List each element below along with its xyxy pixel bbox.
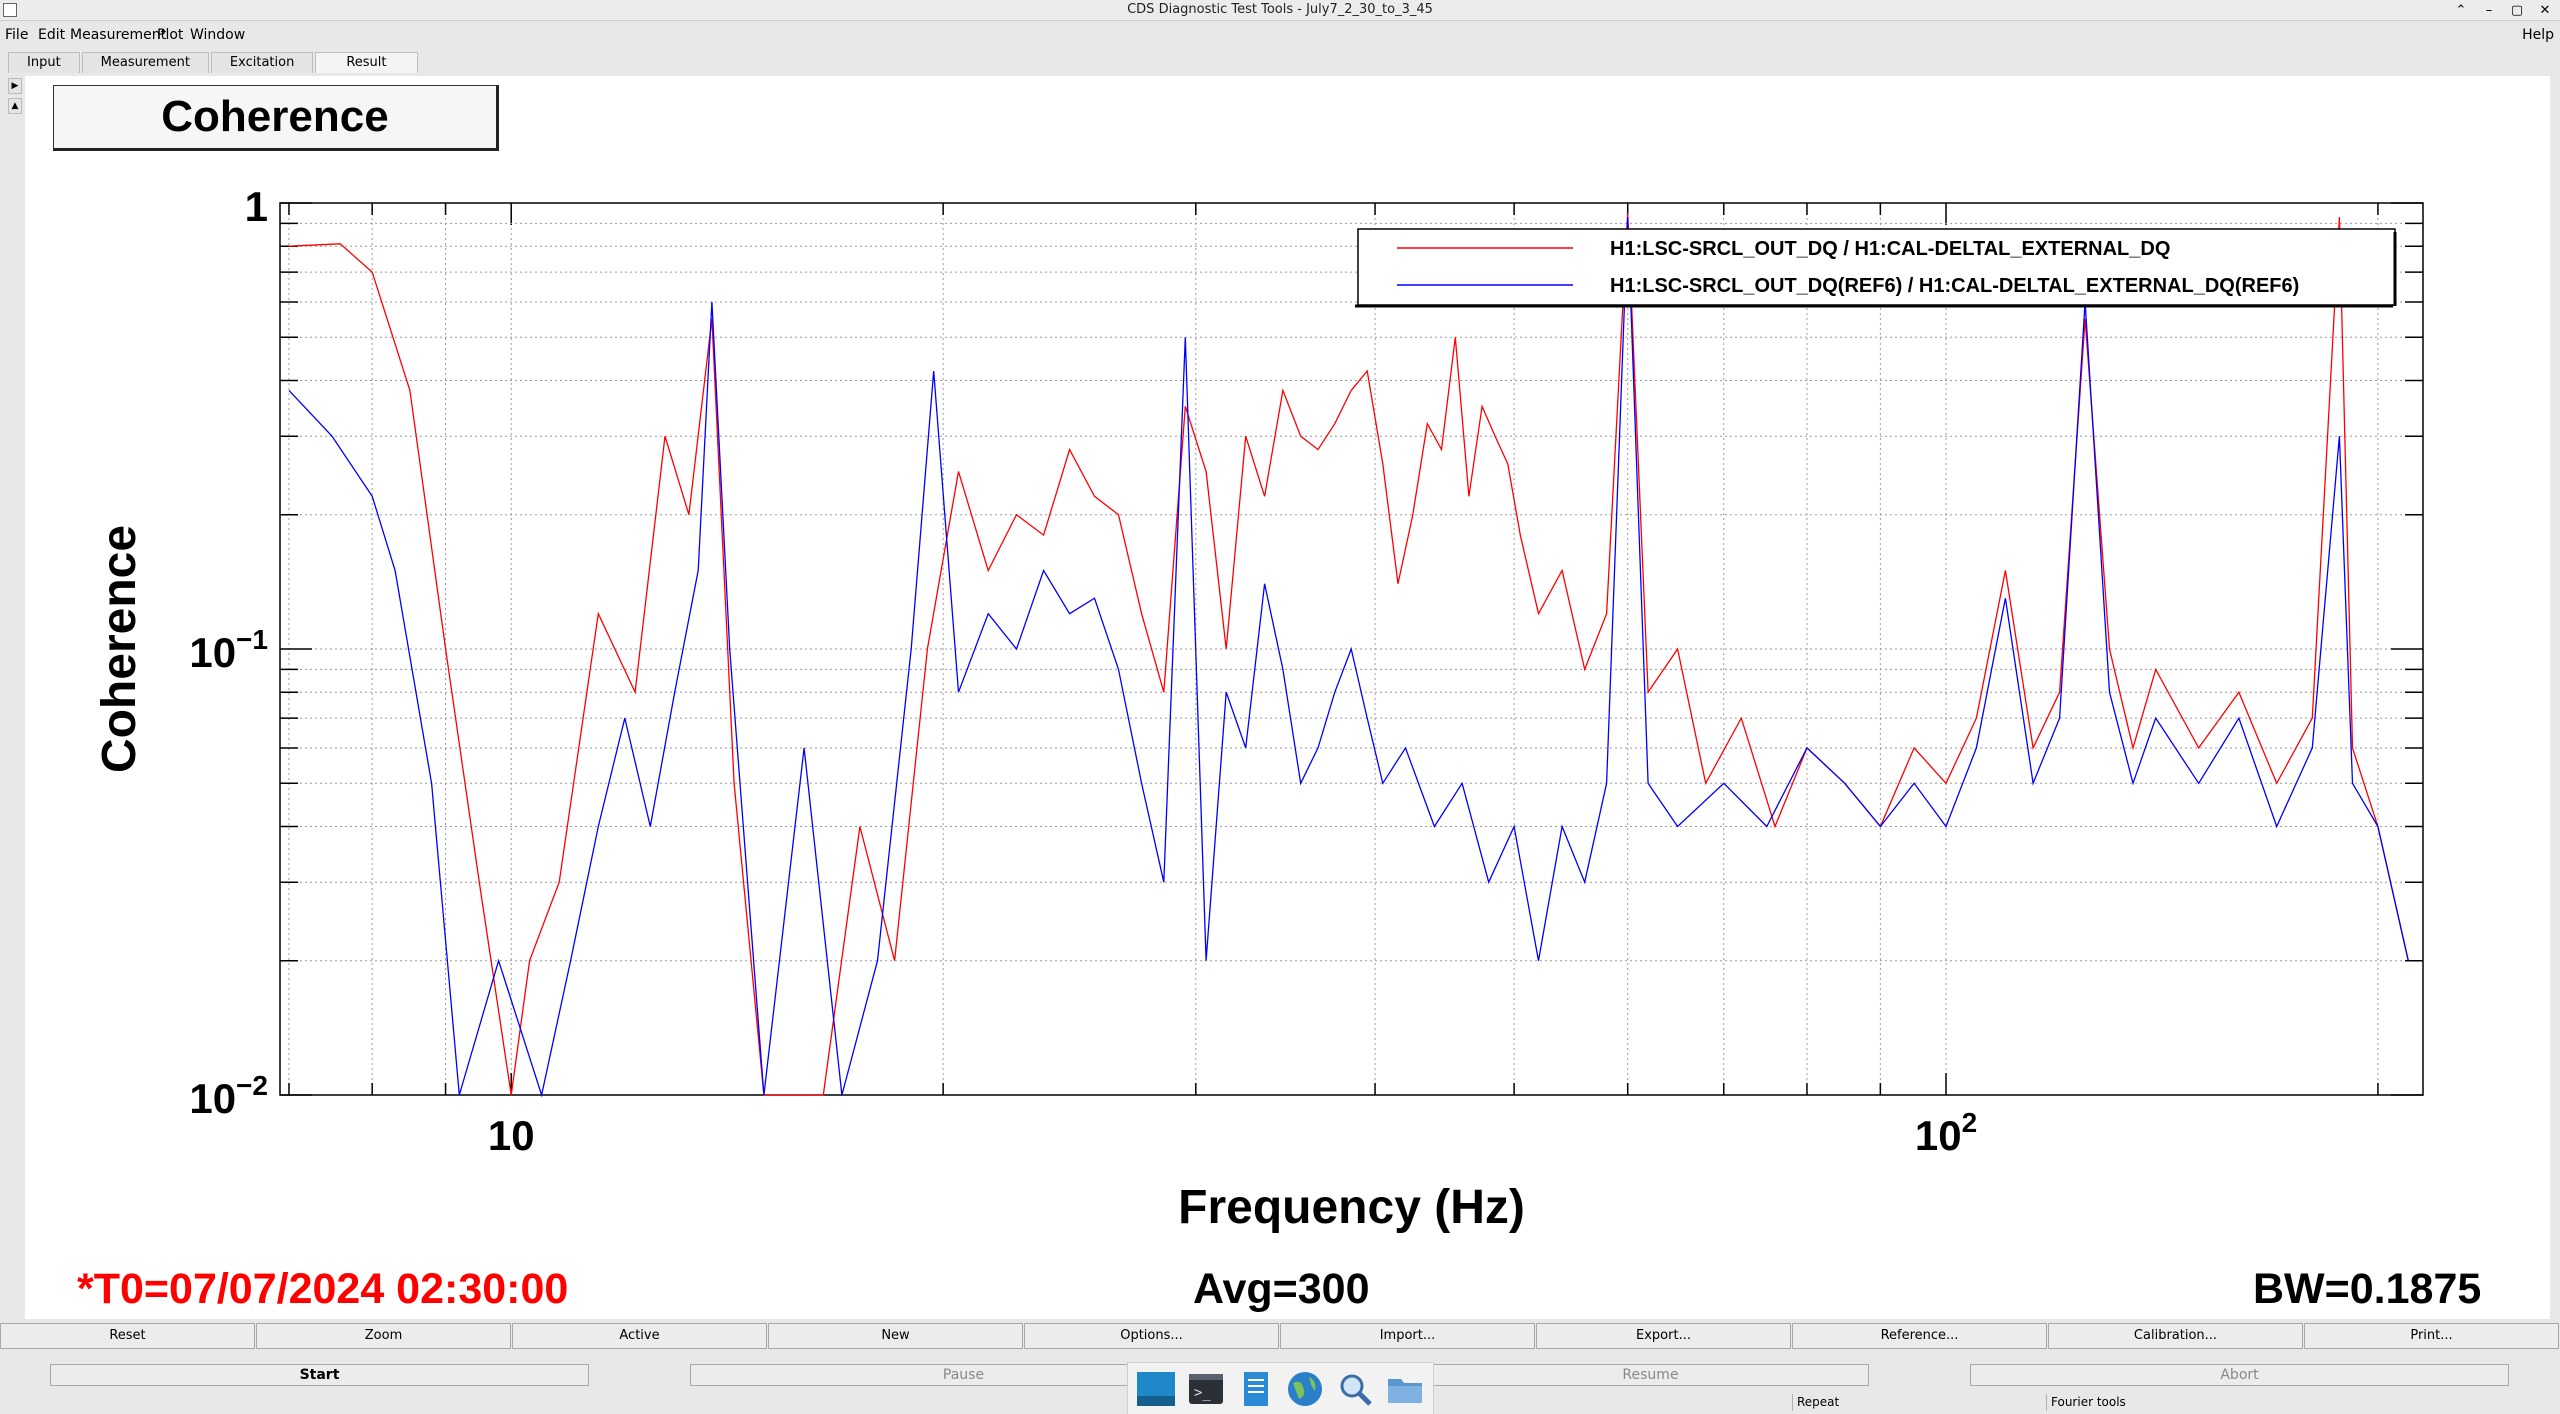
shade-icon[interactable]: ⌃	[2455, 2, 2467, 18]
plot-panel: Coherence 1 10−1 10−2 10 102 Frequency (Hz) Co…	[25, 76, 2550, 1319]
tab-bar: Input Measurement Excitation Result	[8, 52, 420, 74]
close-icon[interactable]: ✕	[2539, 2, 2551, 18]
window-title: CDS Diagnostic Test Tools - July7_2_30_t…	[1127, 2, 1433, 17]
coherence-chart[interactable]: 1 10−1 10−2 10 102 Frequency (Hz) Coherence H1…	[25, 76, 2550, 1319]
import-button[interactable]: Import...	[1280, 1323, 1535, 1349]
legend-label-1: H1:LSC-SRCL_OUT_DQ / H1:CAL-DELTAL_EXTER…	[1610, 238, 2170, 260]
app-icon	[3, 3, 17, 17]
start-button[interactable]: Start	[50, 1364, 589, 1386]
menu-help[interactable]: Help	[2522, 27, 2554, 43]
legend-box	[1357, 228, 2396, 306]
plot-frame	[279, 202, 2424, 1096]
maximize-icon[interactable]: ▢	[2510, 2, 2524, 18]
tab-measurement[interactable]: Measurement	[81, 52, 209, 73]
y-tick-label: 10−2	[189, 1070, 268, 1122]
reset-button[interactable]: Reset	[0, 1323, 255, 1349]
menu-window[interactable]: Window	[190, 27, 246, 43]
status-repeat: Repeat	[1792, 1394, 2047, 1411]
taskbar-dock: >_	[1127, 1362, 1434, 1414]
t0-label: *T0=07/07/2024 02:30:00	[77, 1265, 569, 1313]
pause-button[interactable]: Pause	[690, 1364, 1237, 1386]
panel-scroll-arrows: ▶ ▲	[8, 78, 22, 118]
menu-plot[interactable]: Plot	[157, 27, 184, 43]
series-line-1	[288, 212, 2409, 1096]
x-tick-label: 102	[1915, 1107, 1977, 1159]
window-titlebar: CDS Diagnostic Test Tools - July7_2_30_t…	[0, 0, 2560, 21]
terminal-icon[interactable]: >_	[1184, 1367, 1228, 1411]
tab-input[interactable]: Input	[8, 52, 80, 73]
status-fourier-tools: Fourier tools	[2046, 1394, 2551, 1411]
menu-measurement[interactable]: Measurement	[70, 27, 167, 43]
bw-label: BW=0.1875	[2253, 1265, 2482, 1313]
arrow-up-icon[interactable]: ▲	[8, 98, 22, 114]
avg-label: Avg=300	[1193, 1265, 1370, 1313]
axis-labels: 1 10−1 10−2 10 102 Frequency (Hz) Coherence	[93, 183, 1977, 1234]
y-tick-label: 1	[245, 183, 268, 230]
resume-button[interactable]: Resume	[1432, 1364, 1869, 1386]
arrow-right-icon[interactable]: ▶	[8, 78, 22, 94]
x-tick-label: 10	[488, 1112, 535, 1159]
plot-panel-title: Coherence	[53, 85, 499, 151]
series-lines	[288, 212, 2409, 1098]
search-icon[interactable]	[1333, 1367, 1377, 1411]
desktop-icon[interactable]	[1134, 1367, 1178, 1411]
y-axis-label: Coherence	[93, 525, 146, 773]
menu-edit[interactable]: Edit	[38, 27, 66, 43]
abort-button[interactable]: Abort	[1970, 1364, 2509, 1386]
tab-result[interactable]: Result	[315, 52, 418, 73]
run-controls-row: Start Pause Resume Abort	[0, 1364, 2560, 1388]
legend: H1:LSC-SRCL_OUT_DQ / H1:CAL-DELTAL_EXTER…	[1355, 228, 2397, 308]
legend-label-2: H1:LSC-SRCL_OUT_DQ(REF6) / H1:CAL-DELTAL…	[1610, 275, 2299, 297]
plot-controls-row: Reset Zoom Active New Options... Import.…	[0, 1323, 2560, 1349]
active-button[interactable]: Active	[512, 1323, 767, 1349]
text-editor-icon[interactable]	[1234, 1367, 1278, 1411]
series-line-2	[288, 217, 2409, 1098]
reference-button[interactable]: Reference...	[1792, 1323, 2047, 1349]
y-tick-label: 10−1	[189, 624, 268, 676]
file-manager-icon[interactable]	[1383, 1367, 1427, 1411]
zoom-button[interactable]: Zoom	[256, 1323, 511, 1349]
menu-bar: File Edit Measurement Plot Window Help	[0, 23, 2560, 47]
print-button[interactable]: Print...	[2304, 1323, 2559, 1349]
x-axis-label: Frequency (Hz)	[1178, 1181, 1525, 1234]
web-browser-icon[interactable]	[1283, 1367, 1327, 1411]
tab-excitation[interactable]: Excitation	[210, 52, 314, 73]
new-button[interactable]: New	[768, 1323, 1023, 1349]
menu-file[interactable]: File	[5, 27, 29, 43]
minimize-icon[interactable]: –	[2485, 2, 2493, 18]
export-button[interactable]: Export...	[1536, 1323, 1791, 1349]
options-button[interactable]: Options...	[1024, 1323, 1279, 1349]
svg-text:>_: >_	[1194, 1385, 1211, 1401]
calibration-button[interactable]: Calibration...	[2048, 1323, 2303, 1349]
